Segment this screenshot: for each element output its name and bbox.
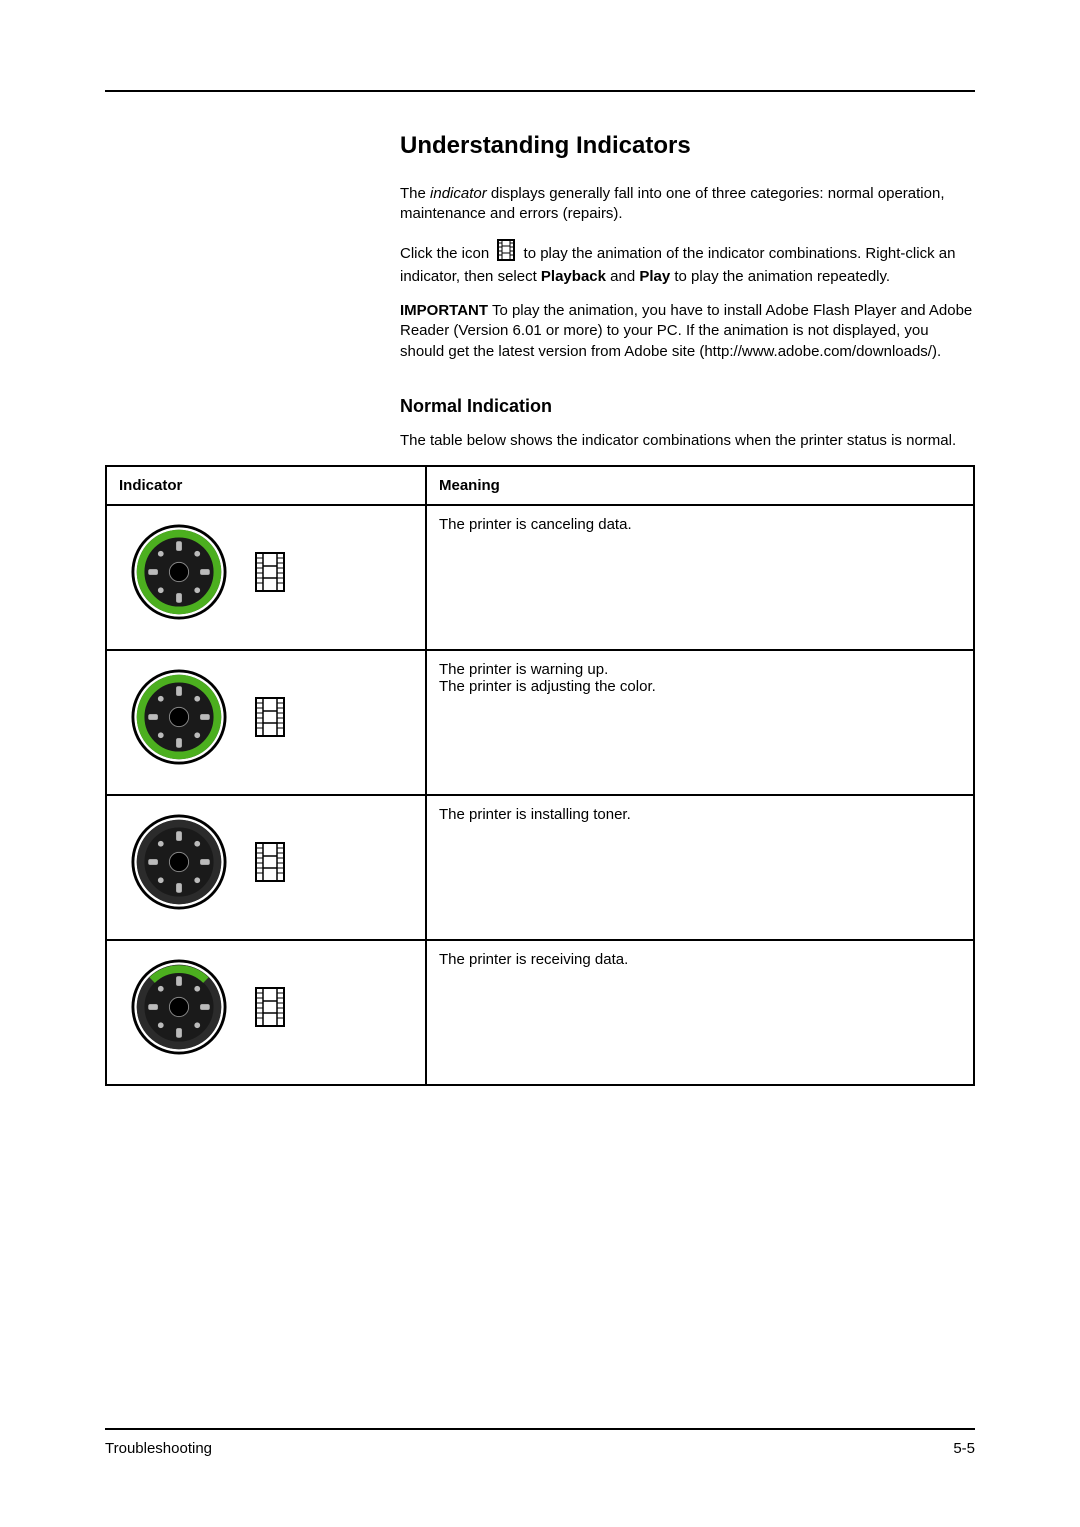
- indicator-wrap: [119, 959, 413, 1055]
- page-footer: Troubleshooting 5-5: [105, 1428, 975, 1457]
- intro-p2-d: to play the animation repeatedly.: [670, 268, 890, 285]
- cell-meaning: The printer is canceling data.: [426, 505, 974, 650]
- indicator-wrap: [119, 524, 413, 620]
- indicator-dial-icon[interactable]: [131, 959, 227, 1055]
- intro-p2-bold2: Play: [639, 268, 670, 285]
- table-row: The printer is warning up.The printer is…: [106, 650, 974, 795]
- cell-indicator: [106, 795, 426, 940]
- cell-indicator: [106, 940, 426, 1085]
- footer-row: Troubleshooting 5-5: [105, 1440, 975, 1457]
- indicator-dial-icon[interactable]: [131, 669, 227, 765]
- footer-left: Troubleshooting: [105, 1440, 212, 1457]
- cell-meaning: The printer is warning up.The printer is…: [426, 650, 974, 795]
- intro-p1: The indicator displays generally fall in…: [400, 184, 975, 225]
- animation-film-icon[interactable]: [255, 552, 285, 592]
- main-content: Understanding Indicators The indicator d…: [400, 132, 975, 451]
- cell-meaning: The printer is installing toner.: [426, 795, 974, 940]
- cell-indicator: [106, 650, 426, 795]
- footer-rule: [105, 1428, 975, 1430]
- intro-p2: Click the icon to play the animation of …: [400, 239, 975, 288]
- section-heading: Normal Indication: [400, 396, 975, 417]
- indicator-wrap: [119, 814, 413, 910]
- intro-p2-bold1: Playback: [541, 268, 606, 285]
- table-row: The printer is canceling data.: [106, 505, 974, 650]
- page-title: Understanding Indicators: [400, 132, 975, 160]
- intro-p2-a: Click the icon: [400, 245, 493, 262]
- table-header-row: Indicator Meaning: [106, 466, 974, 505]
- intro-p3: IMPORTANT To play the animation, you hav…: [400, 301, 975, 362]
- cell-meaning: The printer is receiving data.: [426, 940, 974, 1085]
- animation-film-icon[interactable]: [255, 697, 285, 737]
- intro-p1-a: The: [400, 185, 430, 202]
- indicator-dial-icon[interactable]: [131, 524, 227, 620]
- th-meaning: Meaning: [426, 466, 974, 505]
- footer-right: 5-5: [953, 1440, 975, 1457]
- film-icon[interactable]: [497, 239, 515, 267]
- cell-indicator: [106, 505, 426, 650]
- intro-p1-italic: indicator: [430, 185, 487, 202]
- top-rule: [105, 90, 975, 92]
- indicator-table: Indicator Meaning The printer is canceli…: [105, 465, 975, 1086]
- animation-film-icon[interactable]: [255, 842, 285, 882]
- intro-p3-bold: IMPORTANT: [400, 302, 488, 319]
- table-row: The printer is receiving data.: [106, 940, 974, 1085]
- page: Understanding Indicators The indicator d…: [0, 0, 1080, 1527]
- animation-film-icon[interactable]: [255, 987, 285, 1027]
- indicator-wrap: [119, 669, 413, 765]
- intro-p2-c: and: [606, 268, 639, 285]
- indicator-table-wrap: Indicator Meaning The printer is canceli…: [105, 465, 975, 1086]
- table-row: The printer is installing toner.: [106, 795, 974, 940]
- indicator-dial-icon[interactable]: [131, 814, 227, 910]
- section-lead: The table below shows the indicator comb…: [400, 431, 975, 451]
- th-indicator: Indicator: [106, 466, 426, 505]
